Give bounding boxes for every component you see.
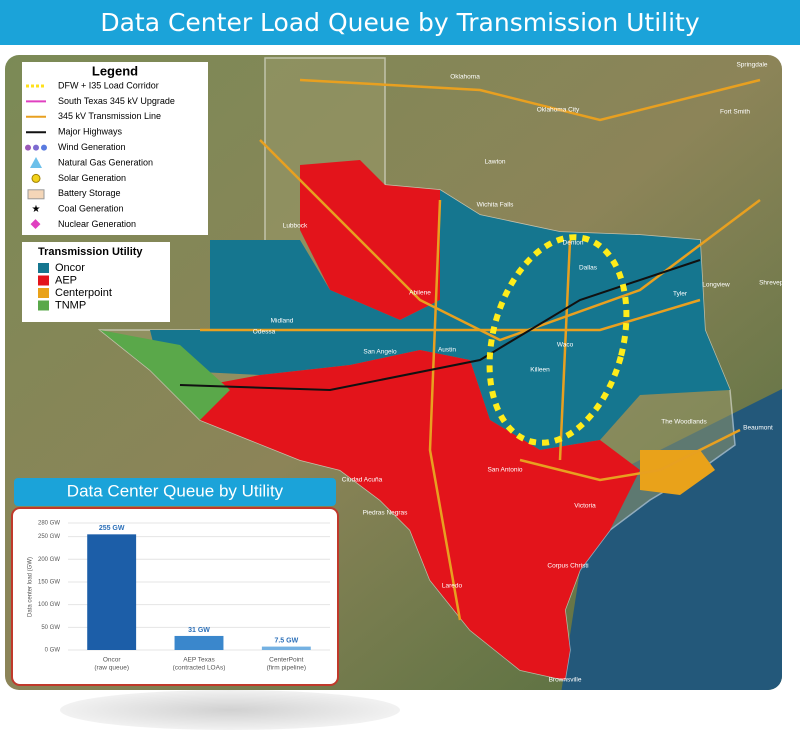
place-label: Odessa: [253, 329, 276, 336]
place-label: Shreveport: [759, 280, 791, 287]
place-label: Midland: [271, 318, 294, 325]
swatch: [31, 173, 41, 183]
value-label: 7.5 GW: [274, 637, 298, 644]
place-label: Tyler: [673, 291, 688, 298]
shadow: [60, 690, 400, 730]
highway: [179, 259, 701, 392]
x-tick-note: (firm pipeline): [267, 665, 306, 672]
legend-item: DFW + I35 Load Corridor: [58, 80, 159, 90]
place-label: San Antonio: [487, 467, 522, 474]
y-tick-label: 0 GW: [45, 648, 61, 654]
swatch: ★: [32, 204, 41, 215]
y-tick-label: 150 GW: [38, 580, 60, 586]
y-tick-label: 100 GW: [38, 602, 60, 608]
dfw-corridor: [486, 234, 630, 446]
header-title: Data Center Load Queue by Transmission U…: [0, 0, 800, 45]
y-tick-label: 200 GW: [38, 557, 60, 563]
swatch: [33, 144, 39, 151]
legend-item: Natural Gas Generation: [58, 157, 153, 167]
swatch: [41, 144, 47, 151]
place-label: Longview: [702, 282, 730, 289]
swatch: [38, 288, 49, 298]
y-tick-label: 50 GW: [41, 625, 60, 631]
legend-item: Major Highways: [58, 127, 123, 137]
utility-legend-item: AEP: [55, 274, 77, 286]
legend-items: DFW + I35 Load Corridor South Texas 345 k…: [25, 80, 175, 230]
y-tick-label: 280 GW: [38, 521, 60, 527]
value-label: 255 GW: [99, 525, 125, 532]
x-tick-note: (contracted LOAs): [173, 665, 226, 672]
place-label: The Woodlands: [661, 419, 707, 426]
place-label: Piedras Negras: [363, 510, 409, 517]
region-centerpoint: [640, 450, 715, 495]
legend-item: Coal Generation: [58, 204, 124, 214]
bar: [261, 646, 311, 650]
swatch: [38, 263, 49, 273]
legend-item: Wind Generation: [58, 142, 126, 152]
legend-item: 345 kV Transmission Line: [58, 111, 161, 121]
region-aep: [180, 350, 640, 680]
region-tnmp: [100, 330, 230, 420]
x-tick-label: Oncor: [103, 657, 122, 664]
x-tick-note: (raw queue): [94, 665, 129, 672]
value-label: 31 GW: [188, 627, 210, 634]
place-label: Austin: [438, 347, 456, 354]
place-label: Waco: [557, 342, 574, 349]
swatch: [30, 219, 41, 230]
utility-legend-item: TNMP: [55, 299, 86, 311]
place-label: Dallas: [579, 265, 598, 272]
place-label: Lawton: [485, 159, 506, 166]
swatch: [38, 300, 49, 311]
place-label: Abilene: [409, 290, 431, 297]
chart-title: Data Center Queue by Utility: [67, 481, 284, 500]
bar: [87, 534, 137, 650]
legend-item: South Texas 345 kV Upgrade: [58, 96, 175, 106]
place-label: Beaumont: [743, 425, 773, 432]
chart-title-bar: [14, 478, 336, 506]
place-label: Springdale: [736, 62, 767, 69]
chart: 0 GW 50 GW 100 GW 150 GW 200 GW 250 GW 280 GW 2…: [38, 521, 330, 672]
place-label: Lubbock: [283, 223, 308, 230]
region-aep: [300, 160, 440, 320]
swatch: [25, 144, 31, 151]
legend-item: Solar Generation: [58, 173, 126, 183]
region-oncor: [150, 190, 730, 450]
y-axis-label: Data center load (GW): [28, 557, 34, 617]
place-label: Oklahoma City: [537, 107, 580, 114]
place-label: Corpus Christi: [547, 563, 588, 570]
swatch: [38, 275, 49, 286]
swatch: [27, 189, 45, 200]
bar: [174, 635, 224, 650]
utility-legend-item: Centerpoint: [55, 287, 112, 299]
place-label: Laredo: [442, 583, 463, 590]
place-label: Killeen: [530, 367, 550, 374]
place-label: Wichita Falls: [477, 202, 515, 209]
utility-legend-title: Transmission Utility: [38, 246, 143, 258]
x-tick-label: AEP Texas: [183, 657, 215, 664]
place-label: Denton: [563, 240, 584, 247]
legend-box: [22, 62, 208, 235]
legend-title: Legend: [92, 63, 138, 78]
y-tick-label: 250 GW: [38, 534, 60, 540]
x-tick-label: CenterPoint: [269, 657, 304, 664]
place-label: San Angelo: [363, 349, 397, 356]
swatch: [30, 157, 42, 168]
place-label: Brownsville: [549, 677, 582, 684]
place-label: Fort Smith: [720, 109, 750, 116]
utility-legend-item: Oncor: [55, 262, 85, 274]
map-labels: Oklahoma Oklahoma City Lawton Wichita Falls…: [253, 62, 791, 684]
legend-item: Battery Storage: [58, 188, 121, 198]
transmission-lines: [200, 78, 761, 621]
place-label: Victoria: [574, 503, 596, 510]
gulf: [560, 380, 782, 690]
place-label: Ciudad Acuña: [342, 477, 383, 484]
place-label: Oklahoma: [450, 74, 480, 81]
legend-item: Nuclear Generation: [58, 219, 136, 229]
